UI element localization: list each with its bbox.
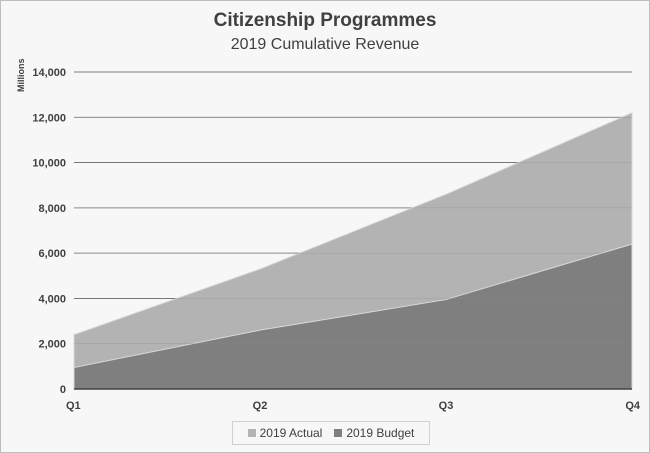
chart-title: Citizenship Programmes <box>213 10 437 31</box>
legend-item-budget: 2019 Budget <box>334 426 414 440</box>
y-tick-label: 14,000 <box>32 67 66 79</box>
x-tick-label-q3: Q3 <box>439 400 454 412</box>
y-tick-label: 12,000 <box>32 112 66 124</box>
chart-subtitle: 2019 Cumulative Revenue <box>230 36 420 53</box>
y-tick-label: 10,000 <box>32 158 66 170</box>
y-tick-label: 6,000 <box>38 248 66 260</box>
legend-swatch-actual <box>247 429 256 437</box>
y-tick-label: 4,000 <box>38 293 66 305</box>
x-tick-label-q4: Q4 <box>625 400 641 412</box>
y-tick-label: 8,000 <box>38 203 66 215</box>
y-tick-label: 0 <box>60 384 66 396</box>
x-tick-label-q2: Q2 <box>253 400 268 412</box>
legend-swatch-budget <box>334 429 343 437</box>
x-tick-label-q1: Q1 <box>66 400 81 412</box>
legend-item-actual: 2019 Actual <box>247 426 323 440</box>
y-tick-label: 2,000 <box>38 339 66 351</box>
legend-label-budget: 2019 Budget <box>346 426 415 440</box>
legend: 2019 Actual 2019 Budget <box>232 421 430 445</box>
legend-label-actual: 2019 Actual <box>259 426 323 440</box>
